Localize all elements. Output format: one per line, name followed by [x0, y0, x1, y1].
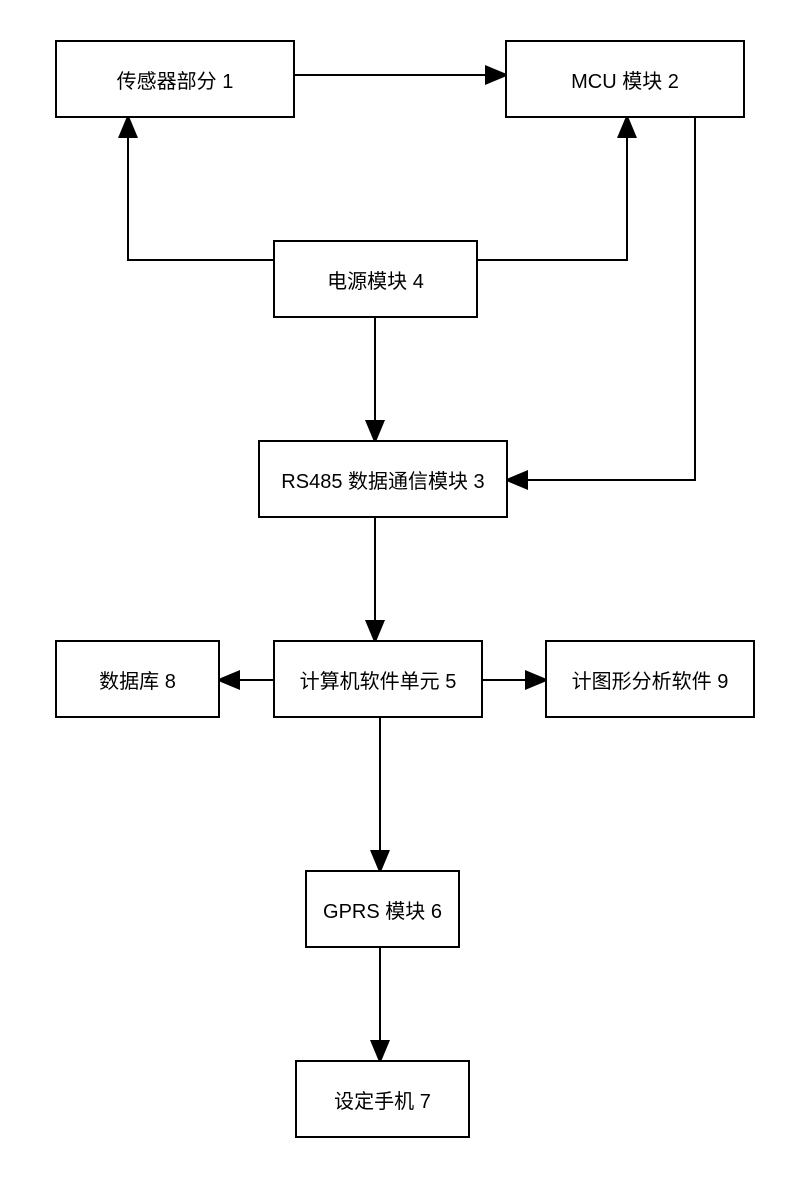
node-power: 电源模块 4: [273, 240, 478, 318]
node-label-software: 计算机软件单元 5: [300, 665, 457, 694]
edge-power-to-sensor: [128, 118, 273, 260]
node-gprs: GPRS 模块 6: [305, 870, 460, 948]
edge-mcu-to-rs485: [508, 118, 695, 480]
node-software: 计算机软件单元 5: [273, 640, 483, 718]
node-rs485: RS485 数据通信模块 3: [258, 440, 508, 518]
node-label-sensor: 传感器部分 1: [117, 65, 234, 94]
node-phone: 设定手机 7: [295, 1060, 470, 1138]
node-label-mcu: MCU 模块 2: [571, 65, 679, 94]
node-label-graphics: 计图形分析软件 9: [572, 665, 729, 694]
edge-power-to-mcu: [478, 118, 627, 260]
node-label-rs485: RS485 数据通信模块 3: [281, 465, 484, 494]
node-label-power: 电源模块 4: [327, 265, 424, 294]
flowchart-edges: [0, 0, 800, 1196]
node-sensor: 传感器部分 1: [55, 40, 295, 118]
node-graphics: 计图形分析软件 9: [545, 640, 755, 718]
node-database: 数据库 8: [55, 640, 220, 718]
node-label-phone: 设定手机 7: [334, 1085, 431, 1114]
node-mcu: MCU 模块 2: [505, 40, 745, 118]
node-label-database: 数据库 8: [99, 665, 176, 694]
node-label-gprs: GPRS 模块 6: [323, 895, 442, 924]
